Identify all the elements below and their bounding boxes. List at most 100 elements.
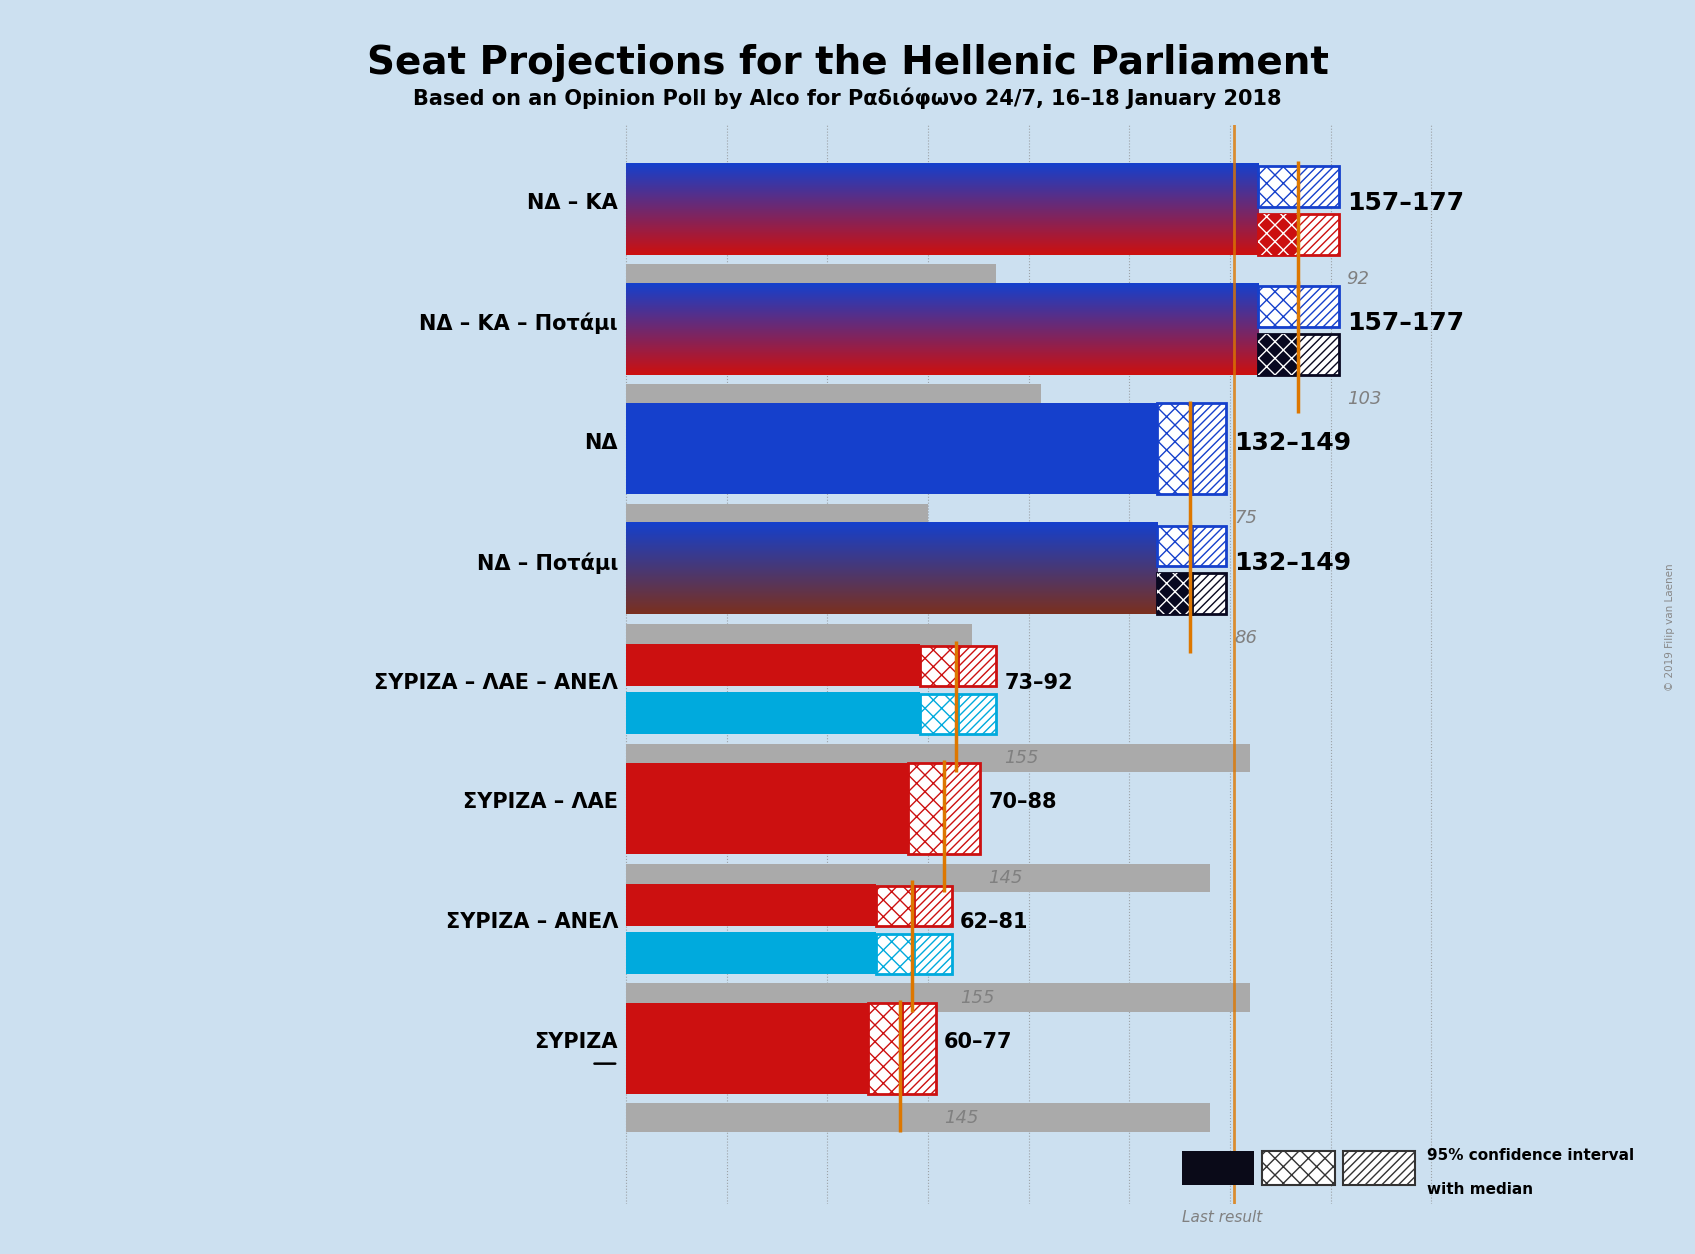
Bar [1258, 334, 1298, 375]
Bar [1258, 334, 1298, 375]
Text: Last result: Last result [1181, 1210, 1263, 1225]
Bar [944, 762, 980, 854]
Bar [920, 693, 958, 734]
Text: 145: 145 [988, 869, 1022, 887]
Bar [920, 646, 958, 686]
Text: 155: 155 [1005, 749, 1039, 767]
Bar [625, 1002, 868, 1093]
Bar [1298, 166, 1339, 207]
Bar [914, 934, 953, 974]
Bar [625, 504, 929, 533]
Bar [625, 265, 997, 293]
Text: with median: with median [1427, 1183, 1534, 1198]
Bar [1192, 525, 1225, 567]
Bar [625, 645, 920, 686]
Bar [625, 983, 1251, 1012]
Text: 60–77: 60–77 [944, 1032, 1012, 1052]
Bar [909, 762, 944, 854]
Text: 157–177: 157–177 [1346, 311, 1464, 335]
Text: © 2019 Filip van Laenen: © 2019 Filip van Laenen [1664, 563, 1675, 691]
Bar [1263, 1151, 1334, 1185]
Text: 73–92: 73–92 [1005, 672, 1073, 692]
Text: 103: 103 [1346, 390, 1381, 408]
Bar [1158, 404, 1192, 494]
Text: ΝΔ – ΚΑ – Ποτάμι: ΝΔ – ΚΑ – Ποτάμι [419, 312, 619, 334]
Bar [868, 1002, 902, 1093]
Bar [914, 885, 953, 925]
Bar [1258, 166, 1298, 207]
Bar [1298, 286, 1339, 327]
Bar [914, 885, 953, 925]
Bar [625, 744, 1251, 772]
Text: 132–149: 132–149 [1234, 431, 1351, 455]
Text: 157–177: 157–177 [1346, 192, 1464, 216]
Bar [1158, 525, 1192, 567]
Bar [1258, 286, 1298, 327]
Bar [1342, 1151, 1415, 1185]
Text: ΣΥΡΙΖΑ – ΑΝΕΛ: ΣΥΡΙΖΑ – ΑΝΕΛ [446, 912, 619, 932]
Text: ΝΔ: ΝΔ [585, 433, 619, 453]
Bar [625, 624, 973, 652]
Bar [1298, 334, 1339, 375]
Bar [625, 692, 920, 734]
Text: Seat Projections for the Hellenic Parliament: Seat Projections for the Hellenic Parlia… [366, 44, 1329, 82]
Text: ΝΔ – ΚΑ: ΝΔ – ΚΑ [527, 193, 619, 213]
Text: 92: 92 [1346, 270, 1370, 287]
Text: 132–149: 132–149 [1234, 551, 1351, 574]
Bar [958, 646, 997, 686]
Text: 70–88: 70–88 [988, 793, 1058, 813]
Bar [958, 693, 997, 734]
Bar [920, 693, 958, 734]
Bar [1158, 404, 1192, 494]
Bar [1258, 214, 1298, 255]
Text: ΣΥΡΙΖΑ – ΛΑΕ: ΣΥΡΙΖΑ – ΛΑΕ [463, 793, 619, 813]
Bar [868, 1002, 902, 1093]
Text: 155: 155 [959, 988, 995, 1007]
Bar [1158, 525, 1192, 567]
Bar [1298, 334, 1339, 375]
Text: ΣΥΡΙΖΑ: ΣΥΡΙΖΑ [534, 1032, 619, 1052]
Bar [625, 762, 909, 854]
Text: 62–81: 62–81 [959, 912, 1029, 932]
Bar [876, 885, 914, 925]
Bar [909, 762, 944, 854]
Bar [1158, 573, 1192, 614]
Bar [1263, 1151, 1334, 1185]
Bar [1298, 286, 1339, 327]
Bar [902, 1002, 936, 1093]
Bar [1298, 214, 1339, 255]
Bar [920, 646, 958, 686]
Bar [1258, 286, 1298, 327]
Text: 95% confidence interval: 95% confidence interval [1427, 1149, 1634, 1164]
Bar [1298, 166, 1339, 207]
Text: ΣΥΡΙΖΑ: ΣΥΡΙΖΑ [534, 1032, 619, 1052]
Text: ΣΥΡΙΖΑ – ΛΑΕ – ΑΝΕΛ: ΣΥΡΙΖΑ – ΛΑΕ – ΑΝΕΛ [375, 672, 619, 692]
Bar [625, 864, 1210, 893]
Bar [625, 404, 1158, 494]
Bar [876, 885, 914, 925]
Bar [1192, 525, 1225, 567]
Bar [944, 762, 980, 854]
Bar [902, 1002, 936, 1093]
Text: 145: 145 [944, 1109, 978, 1126]
Bar [1258, 166, 1298, 207]
Bar [1258, 214, 1298, 255]
Bar [1158, 573, 1192, 614]
Bar [1192, 404, 1225, 494]
Bar [1342, 1151, 1415, 1185]
Bar [625, 384, 1041, 413]
Bar [1192, 573, 1225, 614]
Bar [1298, 214, 1339, 255]
Bar [1192, 573, 1225, 614]
Text: 75: 75 [1234, 509, 1258, 528]
Bar [876, 934, 914, 974]
Bar [914, 934, 953, 974]
Text: Based on an Opinion Poll by Alco for Ραδιόφωνο 24/7, 16–18 January 2018: Based on an Opinion Poll by Alco for Ραδ… [414, 88, 1281, 109]
Bar [625, 1104, 1210, 1132]
Text: 86: 86 [1234, 630, 1258, 647]
Bar [958, 693, 997, 734]
Bar [958, 646, 997, 686]
Bar [625, 932, 876, 974]
Text: ΝΔ – Ποτάμι: ΝΔ – Ποτάμι [476, 552, 619, 573]
Bar [1192, 404, 1225, 494]
